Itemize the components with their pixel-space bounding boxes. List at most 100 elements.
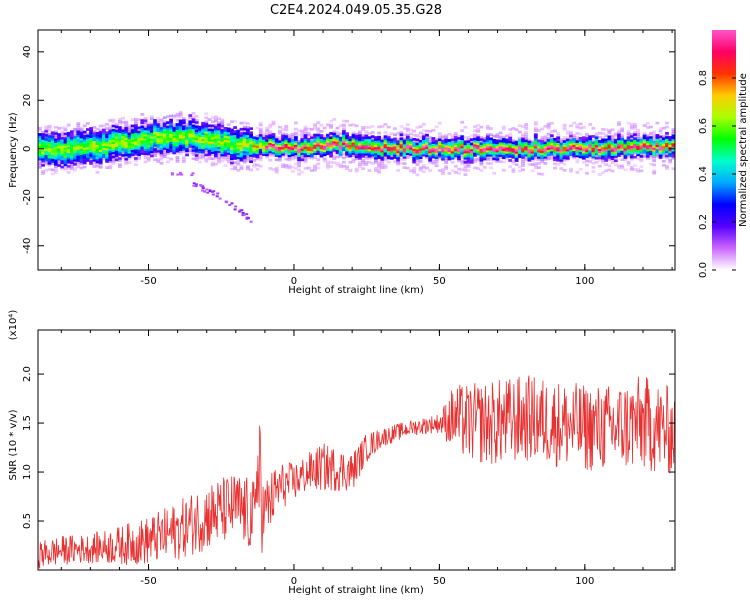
- heatmap-cell: [469, 154, 474, 158]
- heatmap-cell: [50, 160, 55, 163]
- heatmap-cell: [111, 120, 116, 124]
- heatmap-cell: [297, 152, 301, 155]
- heatmap-cell: [511, 162, 516, 165]
- heatmap-cell: [54, 161, 58, 164]
- heatmap-cell: [537, 141, 541, 145]
- snr-y-multiplier: (x10⁴): [8, 310, 19, 341]
- heatmap-cell: [210, 153, 215, 156]
- heatmap-cell: [668, 140, 673, 143]
- heatmap-cell: [354, 134, 359, 138]
- heatmap-cell: [233, 126, 237, 129]
- heatmap-cell: [617, 145, 621, 149]
- heatmap-cell: [82, 138, 87, 142]
- heatmap-cell: [466, 154, 471, 158]
- heatmap-cell: [517, 138, 522, 142]
- heatmap-cell: [553, 166, 557, 170]
- heatmap-cell: [431, 143, 436, 146]
- heatmap-cell: [473, 160, 477, 163]
- heatmap-cell: [466, 160, 471, 164]
- heatmap-cell: [581, 148, 586, 152]
- heatmap-cell: [143, 135, 148, 139]
- heatmap-cell: [284, 149, 289, 153]
- heatmap-cell: [549, 154, 554, 158]
- heatmap-cell: [380, 158, 385, 161]
- heatmap-cell: [604, 142, 609, 146]
- heatmap-cell: [332, 149, 337, 152]
- heatmap-cell: [57, 127, 61, 130]
- heatmap-cell: [453, 150, 458, 154]
- heatmap-cell: [329, 146, 333, 150]
- heatmap-cell: [370, 137, 375, 140]
- heatmap-cell: [364, 150, 369, 154]
- heatmap-cell: [230, 141, 234, 144]
- heatmap-cell: [418, 168, 423, 172]
- heatmap-cell: [82, 165, 87, 169]
- heatmap-cell: [671, 167, 675, 171]
- heatmap-cell: [562, 156, 567, 160]
- heatmap-cell: [63, 142, 68, 146]
- heatmap-cell: [188, 151, 193, 154]
- heatmap-cell: [278, 156, 282, 160]
- heatmap-cell: [383, 143, 388, 147]
- heatmap-cell: [89, 131, 93, 134]
- heatmap-cell: [278, 136, 282, 139]
- heatmap-cell: [47, 141, 52, 144]
- heatmap-cell: [613, 132, 618, 136]
- heatmap-cell: [546, 145, 551, 148]
- heatmap-cell: [162, 132, 167, 136]
- heatmap-cell: [169, 147, 173, 151]
- heatmap-cell: [265, 147, 269, 150]
- heatmap-cell: [169, 120, 173, 124]
- heatmap-cell: [530, 142, 535, 146]
- heatmap-cell: [326, 160, 330, 164]
- heatmap-cell: [140, 137, 145, 141]
- heatmap-cell: [92, 152, 97, 156]
- heatmap-cell: [150, 144, 154, 147]
- heatmap-cell: [226, 143, 231, 147]
- heatmap-cell: [198, 127, 202, 131]
- heatmap-cell: [38, 137, 42, 140]
- heatmap-cell: [489, 166, 493, 170]
- heatmap-cell: [246, 216, 250, 219]
- heatmap-cell: [559, 154, 564, 158]
- heatmap-cell: [329, 126, 333, 129]
- heatmap-cell: [188, 124, 193, 128]
- heatmap-cell: [169, 122, 173, 126]
- heatmap-cell: [73, 134, 77, 137]
- heatmap-cell: [511, 155, 516, 159]
- heatmap-cell: [54, 156, 58, 160]
- heatmap-cell: [466, 140, 471, 143]
- heatmap-cell: [597, 136, 602, 139]
- heatmap-cell: [610, 149, 615, 152]
- heatmap-cell: [159, 131, 164, 134]
- heatmap-cell: [514, 142, 519, 146]
- x-tick-label: 50: [433, 576, 446, 587]
- heatmap-cell: [370, 131, 375, 134]
- heatmap-cell: [562, 154, 567, 158]
- heatmap-cell: [610, 138, 615, 142]
- heatmap-cell: [537, 149, 541, 153]
- heatmap-cell: [150, 134, 154, 137]
- heatmap-cell: [642, 124, 647, 127]
- heatmap-cell: [418, 156, 423, 159]
- heatmap-cell: [354, 155, 359, 159]
- heatmap-cell: [377, 146, 381, 149]
- heatmap-cell: [210, 138, 215, 142]
- heatmap-cell: [604, 134, 609, 138]
- heatmap-cell: [130, 134, 135, 138]
- heatmap-cell: [98, 143, 103, 146]
- heatmap-cell: [450, 156, 455, 160]
- heatmap-cell: [322, 143, 327, 146]
- heatmap-cell: [262, 136, 266, 140]
- heatmap-cell: [562, 123, 567, 127]
- heatmap-cell: [495, 141, 500, 145]
- heatmap-cell: [214, 150, 218, 154]
- heatmap-cell: [172, 131, 177, 134]
- heatmap-cell: [182, 119, 186, 122]
- heatmap-cell: [489, 141, 493, 145]
- heatmap-cell: [559, 159, 564, 162]
- heatmap-cell: [242, 144, 247, 147]
- heatmap-cell: [668, 150, 673, 154]
- heatmap-cell: [127, 142, 132, 146]
